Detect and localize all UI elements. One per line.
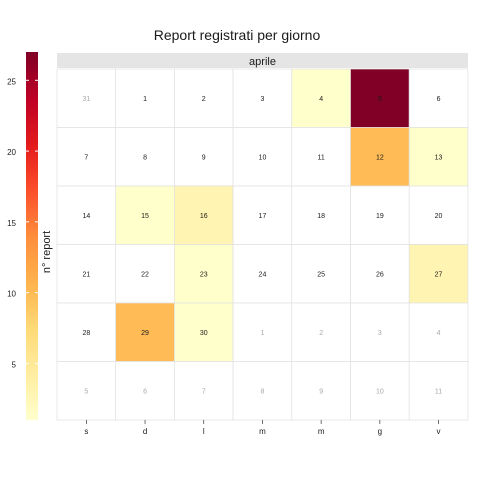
day-number-label: 31 xyxy=(82,96,90,103)
day-number-label: 2 xyxy=(319,330,323,337)
day-number-label: 28 xyxy=(82,330,90,337)
day-cell xyxy=(408,244,469,304)
day-cell xyxy=(350,68,410,128)
day-cell xyxy=(232,302,293,362)
day-cell xyxy=(174,127,234,187)
weekday-label: m xyxy=(318,427,325,436)
day-cell xyxy=(291,302,351,362)
month-strip-label: aprile xyxy=(249,56,276,68)
legend-colorbar xyxy=(26,52,38,420)
day-cell xyxy=(350,127,410,187)
day-cell xyxy=(115,361,175,421)
day-number-label: 4 xyxy=(437,330,441,337)
color-legend: 5 10 15 20 25 n° report xyxy=(7,52,53,420)
day-cell xyxy=(350,361,410,421)
day-number-label: 10 xyxy=(376,388,384,395)
day-cell xyxy=(291,68,351,128)
day-number-label: 15 xyxy=(141,213,149,220)
day-number-label: 9 xyxy=(202,154,206,161)
day-cell xyxy=(408,127,469,187)
day-cell xyxy=(115,244,175,304)
day-number-label: 6 xyxy=(143,388,147,395)
day-number-label: 11 xyxy=(318,154,325,161)
day-number-label: 3 xyxy=(260,96,264,103)
day-cell xyxy=(408,302,469,362)
day-number-label: 20 xyxy=(435,213,443,220)
day-number-label: 8 xyxy=(260,388,264,395)
day-number-label: 26 xyxy=(376,271,384,278)
day-cell xyxy=(174,302,234,362)
day-cell xyxy=(408,68,469,128)
day-number-label: 3 xyxy=(378,330,382,337)
day-cell xyxy=(350,244,410,304)
day-cell xyxy=(174,185,234,245)
weekday-label: s xyxy=(84,427,88,436)
month-strip xyxy=(57,53,468,68)
day-cell xyxy=(115,185,175,245)
day-number-label: 18 xyxy=(317,213,325,220)
weekday-label: d xyxy=(143,427,147,436)
day-number-label: 2 xyxy=(202,96,206,103)
legend-tick-label: 10 xyxy=(7,290,16,299)
day-number-label: 10 xyxy=(259,154,267,161)
day-number-label: 4 xyxy=(319,96,323,103)
day-number-label: 22 xyxy=(141,271,149,278)
day-number-label: 13 xyxy=(435,154,443,161)
day-number-label: 29 xyxy=(141,330,149,337)
day-cell xyxy=(115,302,175,362)
day-cell xyxy=(350,302,410,362)
day-number-label: 17 xyxy=(259,213,267,220)
legend-ticks: 5 10 15 20 25 xyxy=(7,77,38,369)
day-cell xyxy=(115,127,175,187)
day-cell xyxy=(350,185,410,245)
day-cell xyxy=(174,244,234,304)
day-number-label: 5 xyxy=(378,96,382,103)
day-number-label: 11 xyxy=(435,388,442,395)
day-number-label: 14 xyxy=(82,213,90,220)
day-number-label: 7 xyxy=(84,154,88,161)
day-number-label: 6 xyxy=(437,96,441,103)
day-cell xyxy=(56,185,117,245)
day-number-label: 1 xyxy=(143,96,147,103)
day-cell xyxy=(56,244,117,304)
day-cell xyxy=(56,127,117,187)
legend-tick-label: 25 xyxy=(7,77,16,86)
legend-tick-label: 15 xyxy=(7,219,16,228)
day-number-label: 30 xyxy=(200,330,208,337)
weekday-label: l xyxy=(203,427,205,436)
day-number-label: 8 xyxy=(143,154,147,161)
day-number-label: 27 xyxy=(435,271,443,278)
day-number-label: 12 xyxy=(376,154,384,161)
day-number-label: 1 xyxy=(260,330,264,337)
day-number-label: 21 xyxy=(82,271,90,278)
weekday-label: g xyxy=(378,427,382,436)
day-number-label: 23 xyxy=(200,271,208,278)
day-cell xyxy=(291,244,351,304)
day-number-label: 24 xyxy=(259,271,267,278)
legend-title: n° report xyxy=(41,231,53,273)
day-cell xyxy=(56,302,117,362)
legend-tick-label: 5 xyxy=(12,360,17,369)
weekday-label: m xyxy=(259,427,266,436)
day-number-label: 7 xyxy=(202,388,206,395)
day-number-label: 25 xyxy=(317,271,325,278)
day-cell xyxy=(232,185,293,245)
day-cell xyxy=(408,185,469,245)
weekday-label: v xyxy=(437,427,441,436)
day-number-label: 9 xyxy=(319,388,323,395)
day-number-label: 5 xyxy=(84,388,88,395)
day-number-label: 16 xyxy=(200,213,208,220)
legend-tick-label: 20 xyxy=(7,148,16,157)
day-cell xyxy=(232,244,293,304)
chart-title: Report registrati per giorno xyxy=(154,27,321,43)
day-cell xyxy=(291,127,351,187)
day-number-label: 19 xyxy=(376,213,384,220)
